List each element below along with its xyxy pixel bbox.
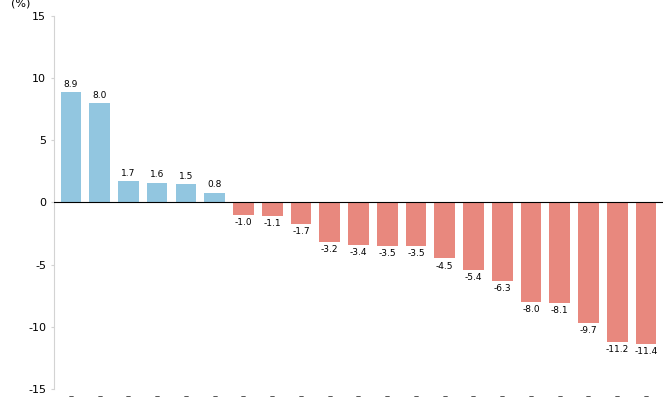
Text: 金: 金 bbox=[442, 395, 448, 397]
Bar bbox=[578, 202, 599, 323]
Bar bbox=[291, 202, 312, 224]
Bar bbox=[233, 202, 254, 215]
Bar bbox=[405, 202, 426, 246]
Bar bbox=[636, 202, 657, 344]
Bar bbox=[147, 183, 168, 202]
Text: -8.0: -8.0 bbox=[522, 305, 540, 314]
Bar bbox=[204, 193, 225, 202]
Text: 教: 教 bbox=[298, 395, 304, 397]
Text: 家: 家 bbox=[644, 395, 649, 397]
Text: 食: 食 bbox=[241, 395, 246, 397]
Text: -4.5: -4.5 bbox=[436, 262, 454, 271]
Text: -3.2: -3.2 bbox=[321, 245, 338, 254]
Text: -11.2: -11.2 bbox=[606, 345, 629, 354]
Bar bbox=[463, 202, 484, 270]
Bar bbox=[549, 202, 570, 303]
Text: -3.5: -3.5 bbox=[407, 249, 425, 258]
Text: -8.1: -8.1 bbox=[551, 306, 569, 315]
Bar bbox=[434, 202, 455, 258]
Bar bbox=[60, 92, 81, 202]
Text: 不: 不 bbox=[68, 395, 73, 397]
Text: 薬: 薬 bbox=[385, 395, 390, 397]
Text: 出: 出 bbox=[413, 395, 419, 397]
Text: 外: 外 bbox=[500, 395, 505, 397]
Text: -9.7: -9.7 bbox=[580, 326, 598, 335]
Text: (%): (%) bbox=[11, 0, 30, 8]
Bar bbox=[521, 202, 541, 302]
Text: 交: 交 bbox=[327, 395, 332, 397]
Text: 飲: 飲 bbox=[212, 395, 217, 397]
Text: -6.3: -6.3 bbox=[493, 284, 511, 293]
Text: -1.0: -1.0 bbox=[234, 218, 252, 227]
Bar bbox=[348, 202, 369, 245]
Text: エ: エ bbox=[97, 395, 102, 397]
Text: 流: 流 bbox=[586, 395, 591, 397]
Text: 案: 案 bbox=[356, 395, 361, 397]
Text: -5.4: -5.4 bbox=[465, 273, 482, 282]
Text: -3.5: -3.5 bbox=[379, 249, 396, 258]
Bar bbox=[607, 202, 628, 342]
Bar bbox=[89, 103, 110, 202]
Text: -3.4: -3.4 bbox=[350, 248, 367, 257]
Bar bbox=[118, 181, 139, 202]
Text: 趣: 趣 bbox=[269, 395, 275, 397]
Bar bbox=[176, 184, 196, 202]
Text: -11.4: -11.4 bbox=[634, 347, 658, 357]
Text: 1.5: 1.5 bbox=[179, 172, 193, 181]
Bar bbox=[377, 202, 397, 246]
Text: 情: 情 bbox=[126, 395, 131, 397]
Text: 8.9: 8.9 bbox=[64, 80, 78, 89]
Text: 官: 官 bbox=[557, 395, 562, 397]
Text: -1.7: -1.7 bbox=[292, 227, 310, 236]
Text: -1.1: -1.1 bbox=[263, 219, 281, 228]
Text: 1.6: 1.6 bbox=[150, 170, 164, 179]
Text: 自: 自 bbox=[184, 395, 188, 397]
Bar bbox=[492, 202, 513, 281]
Text: 家: 家 bbox=[155, 395, 159, 397]
Text: 8.0: 8.0 bbox=[92, 91, 107, 100]
Text: 精: 精 bbox=[615, 395, 620, 397]
Text: 化: 化 bbox=[471, 395, 476, 397]
Text: 1.7: 1.7 bbox=[121, 169, 135, 178]
Text: 0.8: 0.8 bbox=[208, 180, 222, 189]
Text: フ: フ bbox=[529, 395, 533, 397]
Bar bbox=[320, 202, 340, 242]
Bar bbox=[262, 202, 283, 216]
